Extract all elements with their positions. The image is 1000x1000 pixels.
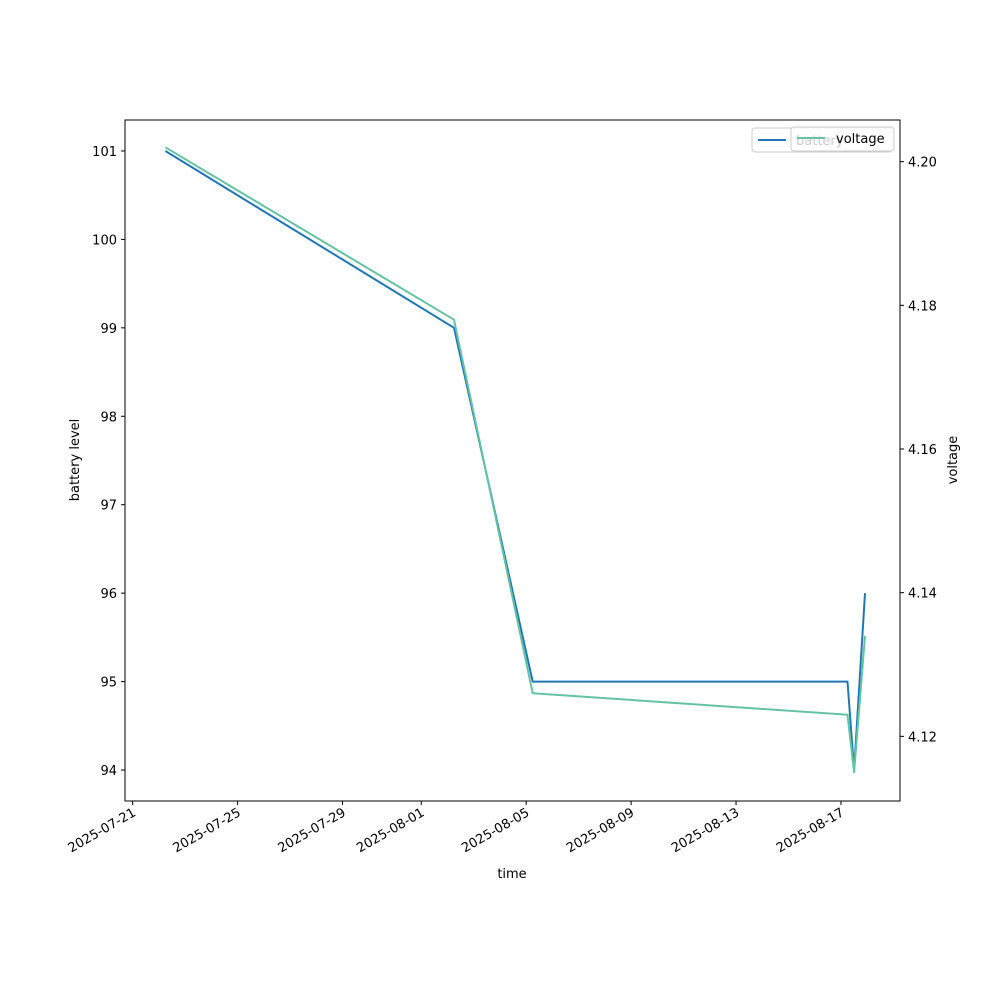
x-tick-label: 2025-08-05 [459,805,532,856]
series-line-voltage [164,146,866,774]
x-tick-label: 2025-07-29 [276,805,349,856]
x-axis-title: time [497,867,526,882]
y-tick-label: 99 [100,322,117,337]
legend-voltage-box [790,126,895,152]
y-axis-ticks: 94 95 96 97 98 99 100 101 [92,145,125,779]
x-axis-ticks: 2025-07-21 2025-07-25 2025-07-29 2025-08-01… [66,801,847,856]
y2-tick-label: 4.14 [908,587,937,602]
y-axis-title: battery level [68,419,83,502]
legend-voltage-label: voltage [836,132,885,147]
x-tick-label: 2025-08-13 [669,805,742,856]
y2-axis-ticks: 4.12 4.14 4.16 4.18 4.20 [900,156,937,745]
x-tick-label: 2025-08-09 [564,805,637,856]
y-tick-label: 95 [100,676,117,691]
plot-background [125,120,900,801]
y2-tick-label: 4.12 [908,730,937,745]
y2-tick-label: 4.16 [908,443,937,458]
x-tick-label: 2025-08-17 [774,805,847,856]
legend-voltage: voltage [790,126,895,152]
y-tick-label: 100 [92,233,117,248]
x-tick-label: 2025-07-25 [171,805,244,856]
y-tick-label: 97 [100,499,117,514]
y2-tick-label: 4.20 [908,156,937,171]
x-tick-label: 2025-07-21 [66,805,139,856]
y2-axis-title: voltage [946,436,961,485]
x-tick-label: 2025-08-01 [354,805,427,856]
y-tick-label: 96 [100,587,117,602]
y-tick-label: 98 [100,410,117,425]
y-tick-label: 94 [100,764,117,779]
y2-tick-label: 4.18 [908,299,937,314]
y-tick-label: 101 [92,145,117,160]
plot-frame [124,119,901,802]
series-layer [164,146,866,774]
